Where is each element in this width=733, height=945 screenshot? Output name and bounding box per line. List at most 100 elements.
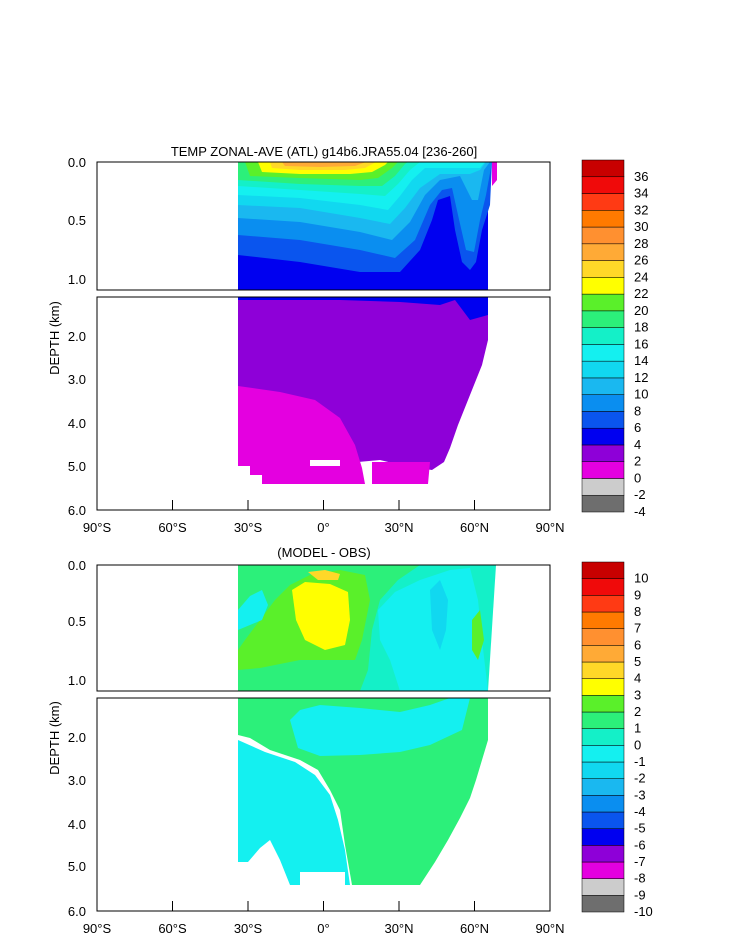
colorbar-swatch bbox=[581, 444, 625, 462]
field-region bbox=[430, 580, 448, 650]
field-region bbox=[238, 862, 262, 885]
colorbar-label: -6 bbox=[634, 837, 646, 852]
colorbar-swatch bbox=[581, 595, 625, 613]
colorbar-swatch bbox=[581, 260, 625, 278]
y-tick-label: 4.0 bbox=[68, 817, 86, 832]
y-tick-label: 0.5 bbox=[68, 213, 86, 228]
field-region bbox=[238, 466, 262, 484]
bottom-lower-field bbox=[238, 698, 488, 885]
field-region bbox=[492, 162, 497, 186]
colorbar-swatch bbox=[581, 878, 625, 896]
top-upper-frame bbox=[96, 161, 551, 291]
colorbar-swatch bbox=[581, 578, 625, 596]
colorbar-swatch bbox=[581, 761, 625, 779]
x-tick-label: 90°N bbox=[535, 520, 564, 535]
colorbar-label: 0 bbox=[634, 737, 641, 752]
colorbar-swatch bbox=[581, 293, 625, 312]
colorbar-label: 34 bbox=[634, 186, 648, 201]
colorbar-swatch bbox=[581, 628, 625, 646]
colorbar-label: 20 bbox=[634, 303, 648, 318]
x-tick-label: 90°N bbox=[535, 921, 564, 936]
y-tick-label: 3.0 bbox=[68, 372, 86, 387]
colorbar-swatch bbox=[581, 695, 625, 713]
colorbar-label: 22 bbox=[634, 286, 648, 301]
colorbar-swatch bbox=[581, 243, 625, 261]
bottom-x-ticks: 90°S 60°S 30°S 0° 30°N 60°N 90°N bbox=[83, 901, 565, 936]
y-tick-label: 2.0 bbox=[68, 730, 86, 745]
colorbar-swatch bbox=[581, 360, 625, 379]
colorbar-label: 6 bbox=[634, 637, 641, 652]
x-tick-label: 90°S bbox=[83, 921, 112, 936]
colorbar-swatch bbox=[581, 377, 625, 395]
colorbar-label: -4 bbox=[634, 804, 646, 819]
colorbar-label: 1 bbox=[634, 721, 641, 736]
y-tick-label: 3.0 bbox=[68, 773, 86, 788]
field-region bbox=[290, 698, 470, 756]
colorbar-swatch bbox=[581, 895, 625, 913]
field-region bbox=[238, 386, 365, 484]
y-tick-label: 1.0 bbox=[68, 673, 86, 688]
y-axis-label: DEPTH (km) bbox=[47, 701, 62, 775]
colorbar-swatch bbox=[581, 661, 625, 679]
x-tick-label: 30°S bbox=[234, 520, 263, 535]
colorbar-swatch bbox=[581, 828, 625, 846]
colorbar-label: 3 bbox=[634, 687, 641, 702]
colorbar-label: -9 bbox=[634, 887, 646, 902]
colorbar-label: 16 bbox=[634, 336, 648, 351]
chart-subtitle: (MODEL - OBS) bbox=[277, 545, 370, 560]
colorbar-swatch bbox=[581, 778, 625, 796]
field-region bbox=[292, 582, 350, 650]
bottom-y-ticks: 0.0 0.5 1.0 2.0 3.0 4.0 5.0 6.0 bbox=[68, 558, 86, 919]
colorbar-label: 28 bbox=[634, 236, 648, 251]
colorbar-label: -8 bbox=[634, 871, 646, 886]
y-tick-label: 0.0 bbox=[68, 558, 86, 573]
colorbar-label: 6 bbox=[634, 420, 641, 435]
colorbar-swatch bbox=[581, 193, 625, 211]
x-tick-label: 60°S bbox=[158, 921, 187, 936]
colorbar-label: -3 bbox=[634, 787, 646, 802]
colorbar-label: 36 bbox=[634, 169, 648, 184]
field-region bbox=[308, 570, 340, 580]
colorbar-label: 4 bbox=[634, 671, 641, 686]
y-axis-label: DEPTH (km) bbox=[47, 301, 62, 375]
colorbar-swatch bbox=[581, 561, 625, 579]
colorbar-label: -7 bbox=[634, 854, 646, 869]
y-tick-label: 5.0 bbox=[68, 459, 86, 474]
colorbar-label: -4 bbox=[634, 504, 646, 519]
colorbar-swatch bbox=[581, 411, 625, 429]
top-upper-field bbox=[238, 162, 497, 290]
colorbar-label: 8 bbox=[634, 403, 641, 418]
x-tick-label: 60°N bbox=[460, 520, 489, 535]
colorbar-label: 24 bbox=[634, 269, 648, 284]
colorbar-swatch bbox=[581, 728, 625, 746]
y-tick-label: 2.0 bbox=[68, 329, 86, 344]
colorbar-swatch bbox=[581, 678, 625, 696]
y-tick-label: 0.5 bbox=[68, 614, 86, 629]
colorbar-label: 8 bbox=[634, 604, 641, 619]
colorbar-swatch bbox=[581, 645, 625, 663]
x-tick-label: 30°N bbox=[384, 921, 413, 936]
y-tick-label: 6.0 bbox=[68, 904, 86, 919]
colorbar-swatch bbox=[581, 494, 625, 513]
colorbar-label: -5 bbox=[634, 821, 646, 836]
colorbar-swatch bbox=[581, 711, 625, 729]
colorbar-swatch bbox=[581, 159, 625, 178]
colorbar-label: 9 bbox=[634, 587, 641, 602]
colorbar-label: 10 bbox=[634, 571, 648, 586]
x-tick-label: 30°N bbox=[384, 520, 413, 535]
colorbar-swatch bbox=[581, 277, 625, 295]
y-tick-label: 6.0 bbox=[68, 503, 86, 518]
colorbar-label: -2 bbox=[634, 487, 646, 502]
colorbar-label: 2 bbox=[634, 454, 641, 469]
colorbar-label: 12 bbox=[634, 370, 648, 385]
colorbar-label: -10 bbox=[634, 904, 653, 919]
colorbar-swatch bbox=[581, 795, 625, 813]
x-tick-label: 60°N bbox=[460, 921, 489, 936]
colorbar-swatch bbox=[581, 344, 625, 362]
y-tick-label: 5.0 bbox=[68, 859, 86, 874]
colorbar-swatch bbox=[581, 861, 625, 879]
x-tick-label: 30°S bbox=[234, 921, 263, 936]
colorbar-label: 30 bbox=[634, 219, 648, 234]
